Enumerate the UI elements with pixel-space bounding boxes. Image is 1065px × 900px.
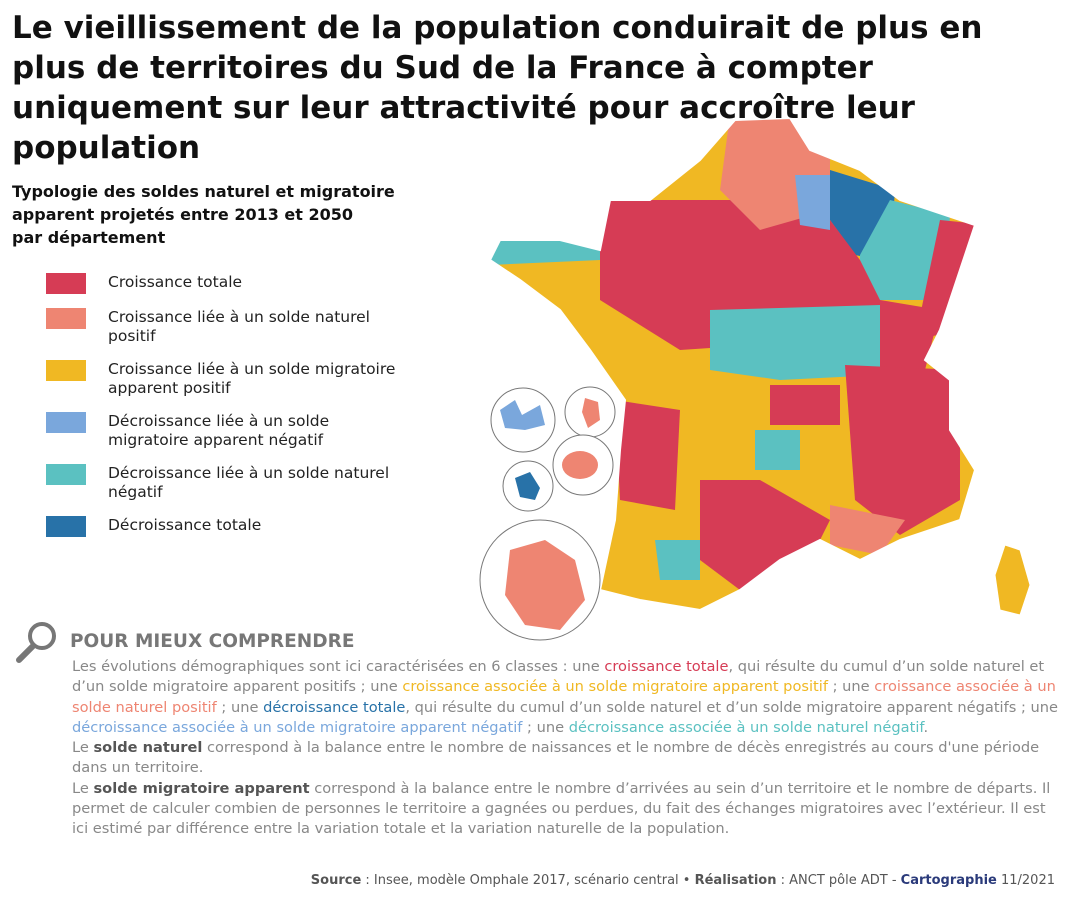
legend: Croissance totale Croissance liée à un so… bbox=[46, 273, 408, 537]
text: : ANCT pôle ADT - bbox=[776, 873, 901, 888]
paragraph: Le solde naturel correspond à la balance… bbox=[72, 738, 1060, 779]
text: ; une bbox=[522, 718, 569, 736]
text: correspond à la balance entre le nombre … bbox=[72, 739, 1040, 777]
bold-text: solde migratoire apparent bbox=[93, 779, 310, 797]
legend-item: Croissance liée à un solde naturel posit… bbox=[46, 308, 408, 346]
legend-label: Croissance liée à un solde naturel posit… bbox=[108, 308, 370, 345]
paragraph: Les évolutions démographiques sont ici c… bbox=[72, 657, 1060, 738]
bold-text: Source bbox=[310, 873, 362, 888]
text: 11/2021 bbox=[996, 873, 1055, 888]
text: Le bbox=[72, 779, 94, 797]
legend-item: Croissance totale bbox=[46, 273, 408, 294]
legend-title-line: apparent projetés entre 2013 et 2050 bbox=[12, 205, 354, 224]
region bbox=[710, 305, 880, 380]
bold-text: solde naturel bbox=[93, 739, 203, 757]
legend-label: Décroissance liée à un solde naturel nég… bbox=[108, 464, 390, 501]
text: ; une bbox=[216, 698, 264, 716]
legend-swatch bbox=[46, 412, 86, 433]
highlight: croissance associée à un solde migratoir… bbox=[402, 678, 828, 696]
highlight: décroissance totale bbox=[263, 698, 406, 716]
legend-title-line: par département bbox=[12, 228, 166, 247]
legend-item: Décroissance totale bbox=[46, 516, 408, 537]
explainer: Les évolutions démographiques sont ici c… bbox=[72, 657, 1060, 840]
search-icon bbox=[16, 622, 56, 663]
region bbox=[860, 200, 950, 300]
region bbox=[845, 365, 960, 535]
guadeloupe bbox=[500, 400, 545, 430]
legend-swatch bbox=[46, 516, 86, 537]
highlight: décroissance associée à un solde naturel… bbox=[568, 718, 924, 736]
legend-label: Croissance liée à un solde migratoire ap… bbox=[108, 360, 396, 397]
legend-item: Croissance liée à un solde migratoire ap… bbox=[46, 360, 408, 398]
outline bbox=[488, 116, 977, 612]
region bbox=[880, 300, 940, 370]
legend-title: Typologie des soldes naturel et migratoi… bbox=[12, 180, 395, 249]
legend-label: Croissance totale bbox=[108, 273, 243, 291]
legend-swatch bbox=[46, 360, 86, 381]
mayotte bbox=[515, 472, 540, 500]
text: correspond à la balance entre le nombre … bbox=[72, 779, 1051, 838]
handle bbox=[16, 643, 36, 663]
region bbox=[770, 385, 840, 425]
metropole bbox=[490, 118, 975, 610]
corse bbox=[994, 544, 1031, 616]
lens bbox=[28, 622, 56, 650]
text: , qui résulte du cumul d’un solde nature… bbox=[405, 698, 1059, 716]
legend-title-line: Typologie des soldes naturel et migratoi… bbox=[12, 182, 395, 201]
text: : Insee, modèle Omphale 2017, scénario c… bbox=[361, 873, 695, 888]
text: , qui résulte du cumul d’un solde nature… bbox=[72, 658, 1045, 696]
martinique bbox=[582, 398, 600, 428]
legend-item: Décroissance liée à un solde migratoire … bbox=[46, 412, 408, 450]
region bbox=[795, 175, 830, 230]
legend-swatch bbox=[46, 273, 86, 294]
region bbox=[830, 505, 905, 555]
region bbox=[615, 400, 680, 510]
bold-text: Cartographie bbox=[900, 873, 997, 888]
source: Source : Insee, modèle Omphale 2017, scé… bbox=[311, 873, 1055, 888]
bold-text: Réalisation bbox=[694, 873, 777, 888]
text: Les évolutions démographiques sont ici c… bbox=[72, 658, 605, 675]
region bbox=[490, 230, 600, 265]
explainer-heading: POUR MIEUX COMPRENDRE bbox=[70, 631, 355, 652]
region bbox=[655, 540, 700, 580]
legend-label: Décroissance liée à un solde migratoire … bbox=[108, 412, 330, 449]
text: Le bbox=[72, 739, 94, 757]
title: Le vieillissement de la population condu… bbox=[12, 10, 983, 166]
guyane bbox=[505, 540, 585, 630]
text: . bbox=[923, 718, 929, 736]
legend-swatch bbox=[46, 464, 86, 485]
text: ; une bbox=[827, 678, 875, 696]
highlight: croissance associée à un solde naturel p… bbox=[72, 678, 1056, 716]
paragraph: Le solde migratoire apparent correspond … bbox=[72, 779, 1060, 840]
legend-label: Décroissance totale bbox=[108, 516, 262, 534]
legend-swatch bbox=[46, 308, 86, 329]
legend-item: Décroissance liée à un solde naturel nég… bbox=[46, 464, 408, 502]
highlight: croissance totale bbox=[604, 658, 729, 675]
reunion bbox=[562, 451, 598, 479]
highlight: décroissance associée à un solde migrato… bbox=[72, 718, 523, 736]
region bbox=[755, 430, 800, 470]
